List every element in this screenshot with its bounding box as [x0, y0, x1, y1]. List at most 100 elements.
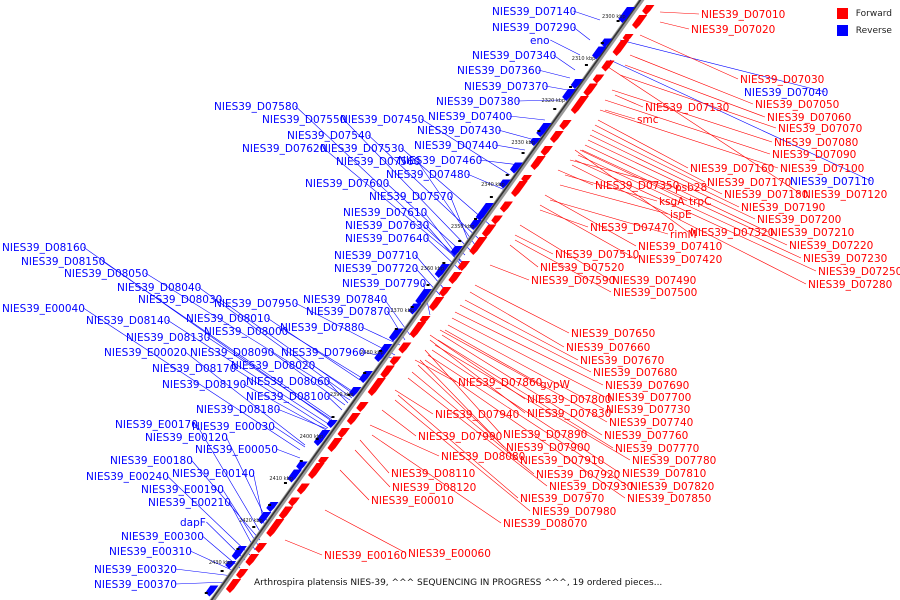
forward-gene-leader-line	[581, 149, 788, 246]
forward-gene-leader-line	[604, 109, 636, 120]
forward-gene-leader-line	[394, 399, 531, 512]
feature-mark	[204, 592, 208, 594]
forward-gene-label: NIES39_D07980	[532, 506, 616, 518]
reverse-gene-leader-line	[273, 425, 306, 448]
reverse-gene-leader-line	[573, 10, 601, 21]
forward-gene-label: NIES39_D07920	[536, 469, 620, 481]
forward-gene-label: NIES39_D07820	[630, 481, 714, 493]
reverse-gene-leader-line	[479, 159, 521, 166]
reverse-gene-label: dapF	[180, 517, 206, 529]
reverse-gene-leader-line	[175, 581, 229, 585]
reverse-gene-arrow	[231, 546, 247, 560]
forward-gene-leader-line	[424, 359, 626, 499]
reverse-gene-arrow	[287, 469, 302, 483]
forward-gene-arrow	[559, 120, 572, 130]
forward-gene-arrow	[612, 40, 630, 56]
reverse-gene-leader-line	[450, 195, 471, 246]
forward-gene-label: NIES39_D07020	[691, 24, 775, 36]
reverse-gene-leader-line	[271, 351, 346, 406]
reverse-gene-label: NIES39_D08040	[117, 282, 201, 294]
reverse-gene-label: NIES39_D07140	[492, 6, 576, 18]
forward-gene-label: NIES39_D07520	[540, 262, 624, 274]
reverse-gene-leader-line	[424, 211, 463, 263]
forward-gene-arrow	[389, 356, 402, 366]
forward-gene-leader-line	[629, 54, 754, 105]
feature-mark	[426, 284, 430, 286]
reverse-gene-label: NIES39_D07110	[790, 176, 874, 188]
forward-gene-leader-line	[424, 349, 502, 435]
reverse-gene-arrow	[257, 512, 272, 524]
forward-gene-leader-line	[444, 329, 608, 423]
forward-gene-label: NIES39_D07500	[613, 287, 697, 299]
forward-gene-leader-line	[559, 184, 669, 215]
feature-mark	[537, 130, 541, 132]
forward-gene-label: NIES39_D07080	[774, 137, 858, 149]
feature-mark	[474, 218, 478, 220]
reverse-gene-leader-line	[619, 39, 826, 93]
forward-gene-label: NIES39_D07740	[609, 417, 693, 429]
forward-gene-leader-line	[574, 149, 689, 233]
feature-mark	[379, 350, 382, 352]
forward-gene-leader-line	[474, 284, 570, 334]
forward-gene-label: NIES39_D07990	[418, 431, 502, 443]
forward-gene-leader-line	[414, 359, 457, 383]
reverse-gene-arrow	[326, 420, 338, 428]
forward-gene-label: NIES39_D07190	[741, 202, 825, 214]
reverse-gene-leader-line	[167, 475, 251, 556]
reverse-gene-leader-line	[276, 448, 301, 459]
reverse-gene-label: NIES39_D07580	[214, 101, 298, 113]
axis-tick-label: 2380 kbp	[360, 350, 384, 356]
reverse-gene-label: NIES39_D07450	[340, 114, 424, 126]
forward-gene-label: NIES39_D07280	[808, 279, 892, 291]
reverse-gene-leader-line	[517, 99, 561, 102]
feature-mark	[569, 86, 573, 88]
reverse-gene-arrow	[389, 328, 404, 342]
reverse-gene-leader-line	[498, 129, 536, 141]
forward-gene-leader-line	[599, 109, 779, 169]
axis-tick-label: 2310 kbp	[572, 56, 596, 62]
forward-gene-arrow	[481, 224, 497, 238]
reverse-gene-leader-line	[573, 26, 591, 41]
forward-gene-leader-line	[489, 264, 530, 281]
forward-gene-arrow	[499, 201, 513, 213]
reverse-gene-label: NIES39_E00300	[121, 531, 204, 543]
reverse-gene-leader-line	[295, 105, 461, 261]
reverse-gene-arrow	[509, 162, 523, 174]
reverse-gene-label: NIES39_D08000	[204, 326, 288, 338]
feature-mark	[315, 438, 319, 440]
forward-gene-leader-line	[411, 371, 535, 475]
forward-gene-leader-line	[447, 324, 605, 410]
axis-tick-label: 2400 kbp	[300, 434, 324, 440]
reverse-gene-arrow	[225, 561, 237, 569]
reverse-gene-leader-line	[386, 182, 466, 256]
reverse-gene-leader-line	[198, 286, 353, 399]
reverse-gene-label: NIES39_D07460	[398, 155, 482, 167]
reverse-gene-leader-line	[295, 302, 396, 356]
forward-gene-label: NIES39_D07670	[580, 355, 664, 367]
forward-gene-label: NIES39_D07830	[527, 408, 611, 420]
forward-gene-arrow	[380, 365, 395, 379]
reverse-gene-leader-line	[229, 501, 256, 551]
reverse-gene-label: NIES39_D08150	[21, 256, 105, 268]
reverse-gene-label: NIES39_E00370	[94, 579, 177, 591]
forward-gene-arrow	[448, 272, 463, 284]
forward-gene-label: NIES39_D08070	[503, 518, 587, 530]
forward-gene-leader-line	[437, 339, 614, 449]
forward-gene-label: NIES39_E00160	[324, 550, 407, 562]
forward-gene-arrow	[225, 579, 242, 593]
reverse-gene-leader-line	[191, 459, 261, 541]
reverse-gene-leader-line	[361, 326, 401, 346]
forward-gene-label: NIES39_D07730	[606, 404, 690, 416]
reverse-gene-label: NIES39_D07610	[343, 207, 427, 219]
forward-gene-leader-line	[564, 174, 658, 202]
feature-mark	[331, 416, 335, 418]
reverse-gene-label: NIES39_D07840	[303, 294, 387, 306]
axis-ticks: 2300 kbp 2310 kbp 2320 kbp 2330 kbp 2340 kbp…	[209, 14, 626, 566]
forward-gene-label: NIES39_D07910	[520, 455, 604, 467]
forward-gene-label: NIES39_D07690	[605, 380, 689, 392]
reverse-gene-label: NIES39_D07360	[457, 65, 541, 77]
reverse-gene-label: NIES39_D07340	[472, 50, 556, 62]
legend-reverse: Reverse	[836, 25, 892, 36]
reverse-gene-arrow	[434, 264, 450, 278]
feature-mark	[489, 196, 493, 198]
